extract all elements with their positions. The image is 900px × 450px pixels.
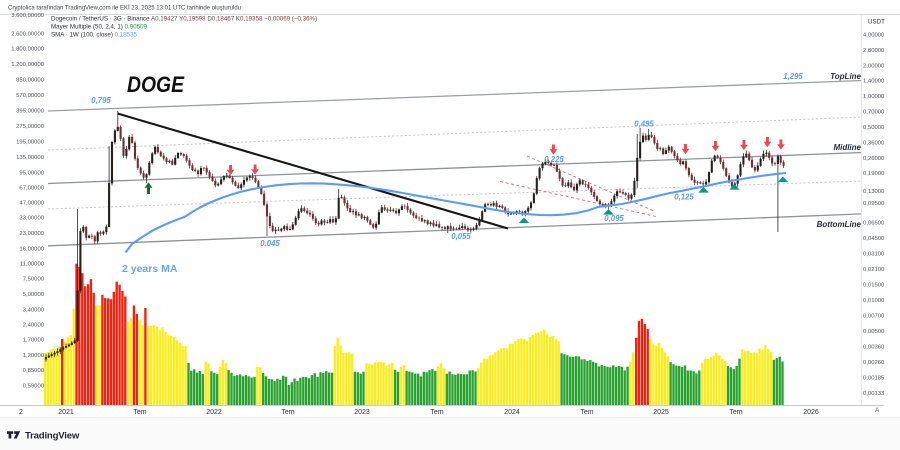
svg-text:2: 2 bbox=[19, 409, 23, 416]
svg-text:0,00500: 0,00500 bbox=[863, 329, 885, 335]
svg-text:0,225: 0,225 bbox=[544, 155, 564, 164]
svg-text:0,19000: 0,19000 bbox=[863, 171, 885, 177]
svg-text:0,00700: 0,00700 bbox=[863, 313, 885, 319]
svg-text:Tem: Tem bbox=[430, 409, 443, 416]
svg-text:0,02100: 0,02100 bbox=[863, 267, 885, 273]
svg-text:33,00000: 33,00000 bbox=[19, 216, 44, 222]
svg-text:A: A bbox=[875, 407, 880, 414]
svg-text:0,26000: 0,26000 bbox=[863, 156, 885, 162]
svg-text:5,00000: 5,00000 bbox=[23, 292, 45, 298]
svg-text:0,36000: 0,36000 bbox=[863, 140, 885, 146]
svg-text:3,40000: 3,40000 bbox=[23, 307, 45, 313]
svg-text:0,09500: 0,09500 bbox=[863, 201, 885, 207]
svg-text:0,50000: 0,50000 bbox=[863, 125, 885, 131]
svg-text:16,00000: 16,00000 bbox=[19, 246, 44, 252]
svg-text:2026: 2026 bbox=[803, 409, 819, 416]
svg-text:2,80000: 2,80000 bbox=[863, 48, 885, 54]
svg-text:0,01500: 0,01500 bbox=[863, 282, 885, 288]
svg-text:Midline: Midline bbox=[833, 143, 861, 152]
svg-text:850,00000: 850,00000 bbox=[16, 77, 45, 83]
svg-text:275,00000: 275,00000 bbox=[16, 124, 45, 130]
svg-text:570,00000: 570,00000 bbox=[16, 93, 45, 99]
svg-text:0,70000: 0,70000 bbox=[863, 110, 885, 116]
svg-text:2022: 2022 bbox=[206, 409, 222, 416]
svg-text:0,495: 0,495 bbox=[634, 120, 654, 129]
svg-text:Tem: Tem bbox=[580, 409, 593, 416]
svg-text:4,00000: 4,00000 bbox=[863, 33, 885, 39]
svg-text:SMA · 1W (100, close) 0,18535: SMA · 1W (100, close) 0,18535 bbox=[51, 31, 138, 38]
svg-text:0,00260: 0,00260 bbox=[863, 360, 885, 366]
svg-text:Tem: Tem bbox=[133, 409, 146, 416]
svg-text:Mayer Multiple (50, 2,4, 1) 0,: Mayer Multiple (50, 2,4, 1) 0,90509 bbox=[51, 24, 148, 31]
svg-text:0,125: 0,125 bbox=[674, 193, 694, 202]
svg-text:DOGE: DOGE bbox=[127, 72, 185, 97]
svg-text:0,055: 0,055 bbox=[451, 232, 471, 241]
svg-text:47,00000: 47,00000 bbox=[19, 201, 44, 207]
svg-text:Cryptolica tarafından TradingV: Cryptolica tarafından TradingView.com il… bbox=[8, 5, 241, 12]
svg-text:0,00133: 0,00133 bbox=[863, 391, 885, 397]
svg-text:2024: 2024 bbox=[504, 409, 520, 416]
svg-text:2,00000: 2,00000 bbox=[863, 63, 885, 69]
svg-text:95,00000: 95,00000 bbox=[19, 170, 44, 176]
svg-text:23,00000: 23,00000 bbox=[19, 231, 44, 237]
svg-text:135,00000: 135,00000 bbox=[16, 155, 45, 161]
svg-text:0,795: 0,795 bbox=[91, 96, 111, 105]
svg-text:Tem: Tem bbox=[281, 409, 294, 416]
svg-text:1.800,00000: 1.800,00000 bbox=[11, 46, 44, 52]
svg-text:2.600,00000: 2.600,00000 bbox=[11, 31, 44, 37]
svg-text:TopLine: TopLine bbox=[830, 72, 861, 81]
svg-text:0,045: 0,045 bbox=[260, 239, 280, 248]
svg-text:7,50000: 7,50000 bbox=[23, 277, 45, 283]
svg-text:2023: 2023 bbox=[354, 409, 370, 416]
svg-text:0,00360: 0,00360 bbox=[863, 344, 885, 350]
svg-text:Tem: Tem bbox=[729, 409, 742, 416]
svg-text:BottomLine: BottomLine bbox=[817, 220, 862, 229]
svg-text:0,01000: 0,01000 bbox=[863, 298, 885, 304]
svg-text:0,59000: 0,59000 bbox=[23, 383, 45, 389]
svg-text:1,70000: 1,70000 bbox=[23, 338, 45, 344]
svg-text:0,03100: 0,03100 bbox=[863, 251, 885, 257]
svg-text:0,06500: 0,06500 bbox=[863, 220, 885, 226]
svg-text:2 years MA: 2 years MA bbox=[122, 263, 178, 275]
svg-text:1,40000: 1,40000 bbox=[863, 78, 885, 84]
svg-text:2025: 2025 bbox=[653, 409, 669, 416]
svg-text:2,40000: 2,40000 bbox=[23, 323, 45, 329]
svg-text:395,00000: 395,00000 bbox=[16, 108, 45, 114]
svg-text:0,85000: 0,85000 bbox=[23, 368, 45, 374]
svg-text:Dogecoin / TetherUS · 3G · Bin: Dogecoin / TetherUS · 3G · Binance A0,19… bbox=[51, 16, 317, 23]
svg-text:1,295: 1,295 bbox=[783, 72, 803, 81]
svg-text:3.600,00000: 3.600,00000 bbox=[11, 13, 44, 19]
svg-text:1,00000: 1,00000 bbox=[863, 94, 885, 100]
svg-text:1.200,00000: 1.200,00000 bbox=[11, 62, 44, 68]
svg-text:0,13000: 0,13000 bbox=[863, 189, 885, 195]
svg-text:67,00000: 67,00000 bbox=[19, 185, 44, 191]
svg-text:195,00000: 195,00000 bbox=[16, 139, 45, 145]
svg-text:2021: 2021 bbox=[58, 409, 74, 416]
svg-text:11,00000: 11,00000 bbox=[20, 261, 45, 267]
svg-text:0,04500: 0,04500 bbox=[863, 236, 885, 242]
svg-text:0,095: 0,095 bbox=[604, 214, 624, 223]
svg-text:1,20000: 1,20000 bbox=[23, 353, 45, 359]
svg-text:0,00185: 0,00185 bbox=[863, 375, 885, 381]
svg-text:USDT: USDT bbox=[868, 19, 885, 26]
svg-text:TradingView: TradingView bbox=[25, 431, 80, 442]
